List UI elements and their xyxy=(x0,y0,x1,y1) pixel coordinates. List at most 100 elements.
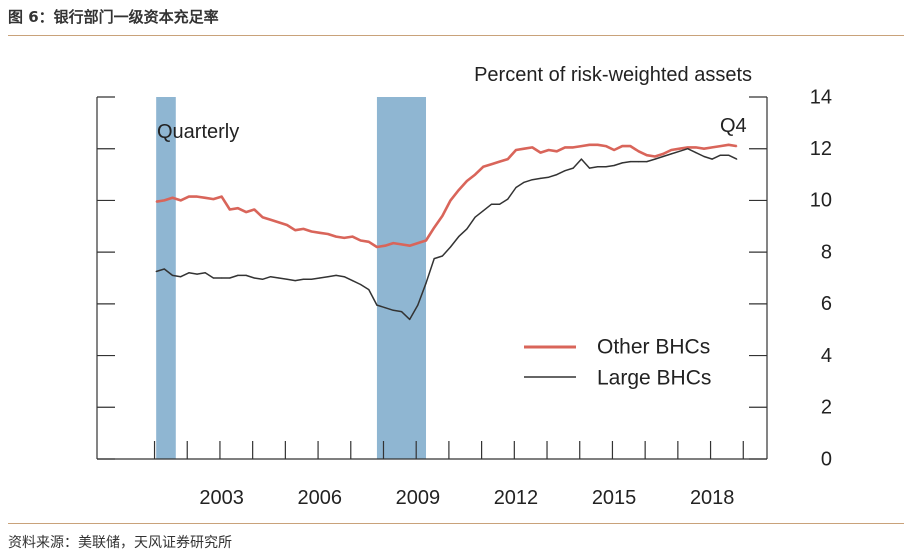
data-point xyxy=(384,307,386,309)
data-point xyxy=(286,224,288,226)
y-tick-label: 10 xyxy=(810,190,832,212)
data-point xyxy=(351,280,353,282)
data-point xyxy=(605,145,607,147)
data-point xyxy=(646,154,648,156)
axis-ticks xyxy=(96,96,768,460)
data-point xyxy=(572,167,574,169)
data-point xyxy=(507,198,509,200)
data-point xyxy=(335,236,337,238)
data-point xyxy=(507,158,509,160)
data-point xyxy=(621,145,623,147)
data-point xyxy=(564,170,566,172)
data-point xyxy=(728,154,730,156)
data-point xyxy=(245,274,247,276)
data-point xyxy=(188,196,190,198)
data-point xyxy=(531,146,533,148)
data-point xyxy=(695,146,697,148)
data-point xyxy=(588,167,591,169)
data-point xyxy=(736,158,738,160)
data-point xyxy=(409,245,411,247)
data-point xyxy=(556,150,558,152)
data-point xyxy=(654,155,656,158)
data-point xyxy=(376,304,378,306)
data-point xyxy=(335,274,337,276)
data-point xyxy=(171,197,174,199)
data-point xyxy=(270,219,272,221)
data-point xyxy=(703,155,705,158)
recession-bar-0 xyxy=(156,97,176,459)
data-point xyxy=(597,166,599,168)
data-point xyxy=(499,203,501,205)
y-tick-label: 14 xyxy=(810,86,832,108)
data-point xyxy=(588,144,591,146)
data-point xyxy=(261,278,264,280)
data-point xyxy=(409,318,411,320)
source-note: 资料来源：美联储，天风证券研究所 xyxy=(8,535,232,551)
data-point xyxy=(376,246,378,248)
data-point xyxy=(646,161,648,163)
data-point xyxy=(564,146,566,148)
data-point xyxy=(417,304,419,306)
recession-bar-1 xyxy=(376,97,427,459)
data-point xyxy=(400,243,403,245)
y-tick-label: 6 xyxy=(821,293,832,315)
data-point xyxy=(204,197,206,199)
recession-shading xyxy=(156,97,427,459)
data-point xyxy=(613,164,615,167)
y-tick-label: 0 xyxy=(821,448,832,470)
data-point xyxy=(319,277,321,279)
data-point xyxy=(278,277,280,279)
legend-label-large-bhcs: Large BHCs xyxy=(597,367,711,390)
data-point xyxy=(613,149,615,151)
data-point xyxy=(605,166,607,168)
data-point xyxy=(163,268,165,270)
data-point xyxy=(515,149,517,151)
data-point xyxy=(253,208,255,211)
data-point xyxy=(638,161,640,163)
y-tick-label: 12 xyxy=(810,138,832,160)
data-point xyxy=(482,210,484,212)
data-point xyxy=(212,277,214,279)
data-point xyxy=(490,163,492,165)
data-point xyxy=(449,199,452,201)
data-point xyxy=(433,227,435,229)
data-point xyxy=(548,176,550,178)
data-point xyxy=(449,246,452,248)
data-point xyxy=(212,198,214,200)
data-point xyxy=(425,282,427,284)
x-tick-label: 2018 xyxy=(690,487,735,509)
data-point xyxy=(539,177,542,179)
data-point xyxy=(703,148,705,150)
data-point xyxy=(286,278,288,280)
data-point xyxy=(597,144,599,146)
y-tick-label: 4 xyxy=(821,345,832,367)
data-point xyxy=(474,216,476,218)
data-point xyxy=(433,258,435,260)
data-point xyxy=(417,242,419,244)
data-point xyxy=(360,283,362,286)
data-point xyxy=(678,148,681,150)
data-point xyxy=(343,276,345,278)
data-point xyxy=(196,196,198,198)
y-tick-label: 8 xyxy=(821,241,832,263)
data-point xyxy=(719,145,722,147)
data-point xyxy=(310,230,313,233)
data-point xyxy=(711,158,713,160)
data-point xyxy=(155,201,157,203)
data-point xyxy=(556,174,558,176)
data-point xyxy=(499,161,501,163)
data-point xyxy=(670,149,672,151)
data-point xyxy=(237,207,239,209)
data-point xyxy=(531,179,533,181)
data-point xyxy=(245,211,247,213)
data-point xyxy=(229,208,231,211)
legend: Other BHCs Large BHCs xyxy=(524,336,711,390)
data-point xyxy=(687,146,689,148)
data-point xyxy=(580,158,583,160)
series-lines xyxy=(155,143,738,321)
data-point xyxy=(441,215,443,217)
data-point xyxy=(474,174,476,176)
data-point xyxy=(662,155,664,158)
x-tick-label: 2009 xyxy=(396,487,441,509)
